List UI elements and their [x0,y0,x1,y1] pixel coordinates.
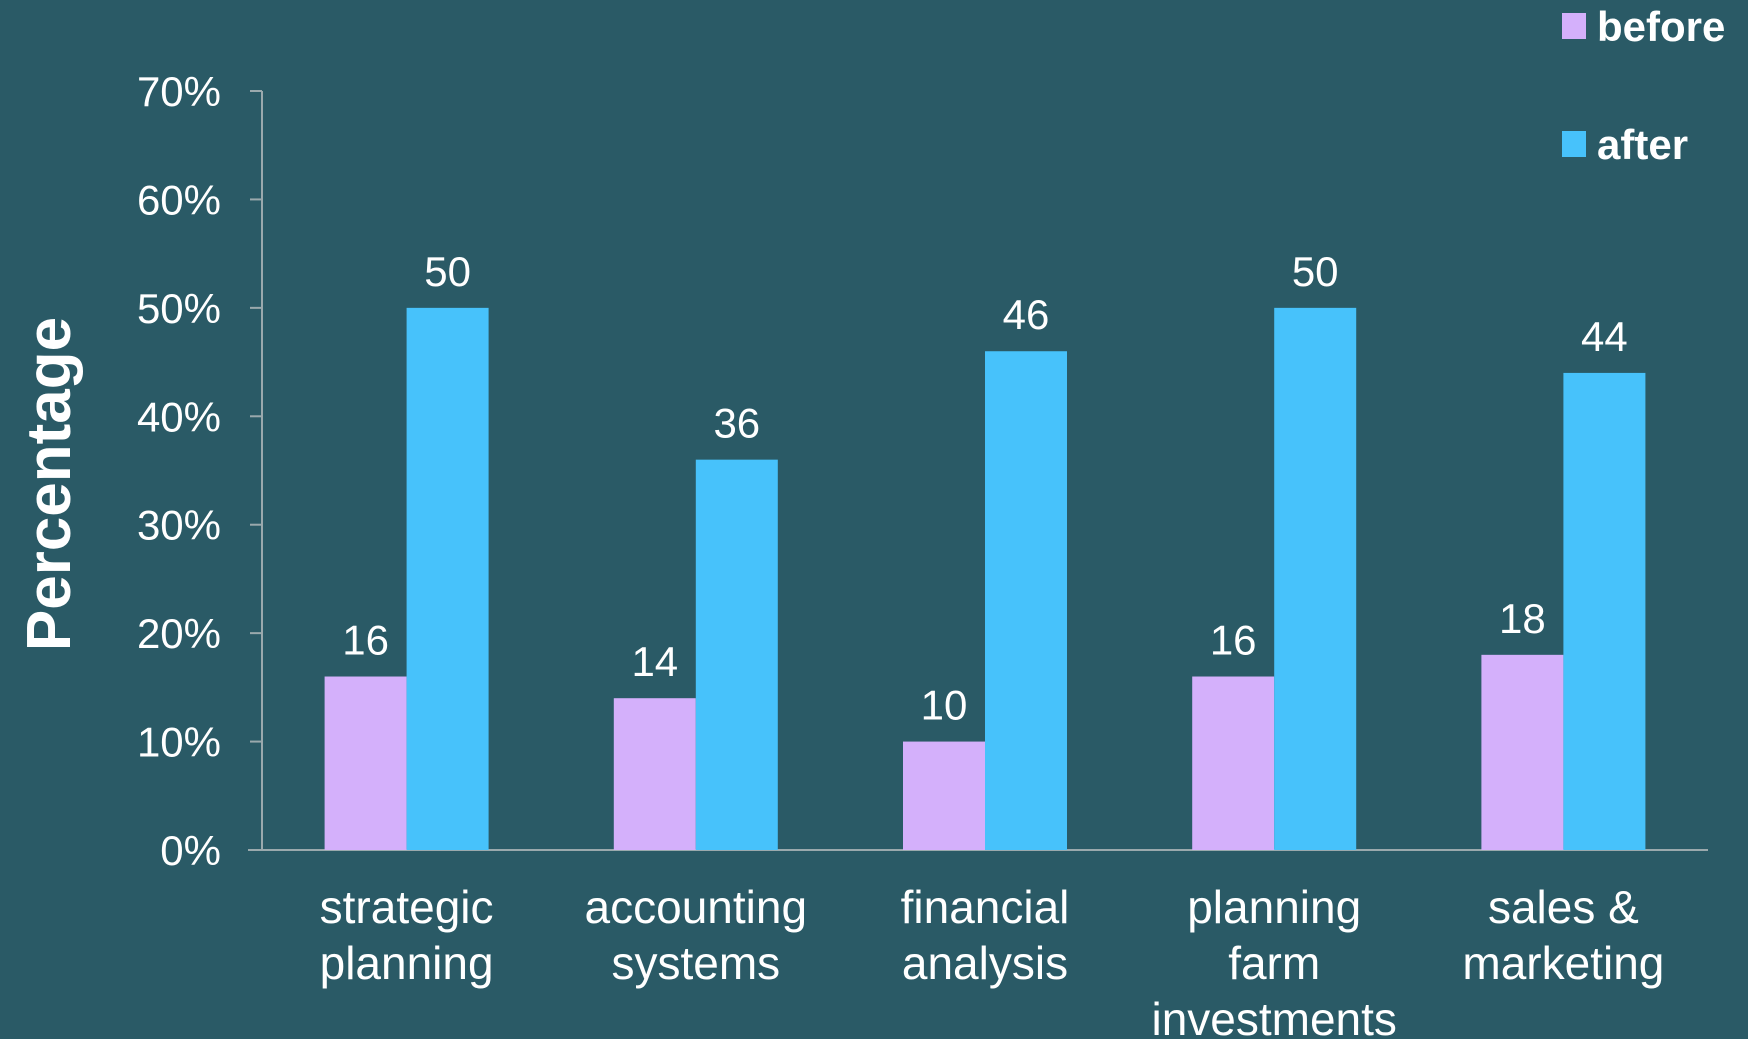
legend-label-after: after [1597,121,1688,168]
bar-before [903,741,985,850]
y-axis-title: Percentage [15,317,84,651]
data-label-after: 44 [1581,313,1628,360]
bar-before [613,698,696,850]
category-label: planning farm investments [1151,881,1396,1039]
bars [324,307,1646,850]
bar-after [1274,307,1357,850]
data-label-before: 16 [1210,617,1257,664]
legend-swatch-after [1562,131,1586,157]
data-labels: 16 50 14 36 10 46 16 50 18 44 [342,248,1628,729]
data-label-before: 14 [631,638,678,685]
bar-before [1192,676,1275,850]
category-label: accounting systems [585,881,808,989]
legend-label-before: before [1597,3,1725,50]
bar-before [1481,654,1564,850]
y-tick-label: 50% [137,285,221,332]
bar-after [406,307,489,850]
bar-after [985,351,1067,850]
category-label: financial analysis [901,881,1070,989]
y-tick-label: 20% [137,610,221,657]
bar-after [1563,372,1646,850]
y-tick-label: 10% [137,719,221,766]
data-label-after: 50 [424,248,471,295]
bar-before [324,676,407,850]
data-label-before: 16 [342,617,389,664]
y-tick-label: 0% [160,827,221,874]
data-label-after: 46 [1003,291,1050,338]
y-axis-ticks: 0% 10% 20% 30% 40% 50% 60% 70% [137,68,262,874]
category-labels: strategic planning accounting systems financ… [320,881,1665,1039]
category-label: strategic planning [320,881,494,989]
y-tick-label: 60% [137,176,221,223]
y-tick-label: 30% [137,502,221,549]
y-tick-label: 70% [137,68,221,115]
y-tick-label: 40% [137,393,221,440]
category-label: sales & marketing [1462,881,1664,989]
data-label-after: 50 [1292,248,1339,295]
legend: before after [1562,3,1725,168]
legend-swatch-before [1562,13,1586,39]
data-label-before: 10 [921,682,968,729]
data-label-after: 36 [713,400,760,447]
bar-after [695,459,778,850]
data-label-before: 18 [1499,595,1546,642]
